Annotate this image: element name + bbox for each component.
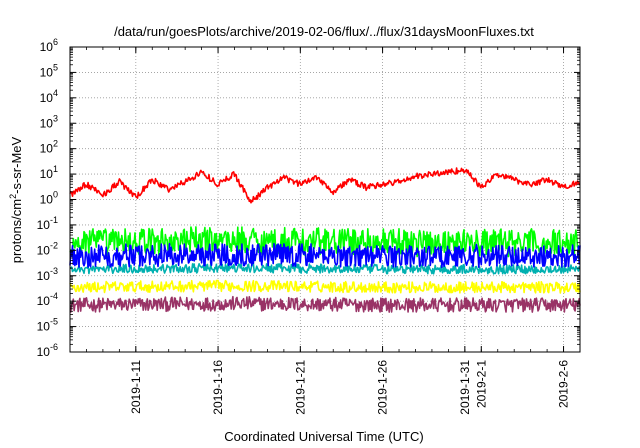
y-tick-label: 10-4	[37, 291, 58, 308]
x-axis: 2019-1-11 2019-1-16 2019-1-21 2019-1-26 2019…	[69, 47, 581, 415]
x-axis-label: Coordinated Universal Time (UTC)	[224, 429, 423, 444]
y-tick-label: 102	[40, 139, 58, 156]
y-tick-base: 10	[40, 40, 54, 54]
y-tick-exp: -2	[50, 240, 58, 250]
y-tick-label: 100	[40, 190, 58, 207]
y-tick-base: 10	[40, 167, 54, 181]
y-tick-exp: 3	[53, 113, 58, 123]
series-line	[69, 242, 581, 269]
series-layer	[69, 167, 581, 313]
x-tick-label: 2019-1-16	[211, 360, 225, 415]
y-axis-label-rest: -s-sr-MeV	[9, 136, 24, 193]
y-tick-base: 10	[40, 65, 54, 79]
y-tick-label: 10-5	[37, 317, 58, 334]
x-tick-label: 2019-1-26	[376, 360, 390, 415]
x-tick-label: 2019-1-21	[293, 360, 307, 415]
x-tick-label: 2019-1-11	[129, 360, 143, 414]
y-tick-base: 10	[40, 142, 54, 156]
y-tick-label: 104	[40, 88, 58, 105]
y-tick-label: 105	[40, 62, 58, 79]
y-tick-label: 10-6	[37, 342, 58, 359]
y-tick-label: 103	[40, 113, 58, 130]
y-tick-base: 10	[37, 345, 51, 359]
y-axis-label-sup: 2	[8, 194, 18, 199]
y-tick-label: 10-3	[37, 266, 58, 283]
y-tick-exp: -3	[50, 266, 58, 276]
y-tick-exp: 2	[53, 139, 58, 149]
series-line	[69, 262, 581, 275]
x-tick-label: 2019-1-31	[458, 360, 472, 415]
y-tick-exp: 4	[53, 88, 58, 98]
y-axis-label: protons/cm2-s-sr-MeV	[8, 136, 24, 263]
y-tick-base: 10	[37, 218, 51, 232]
series-line	[69, 279, 581, 294]
y-axis: 10-610-510-410-310-210-11001011021031041…	[37, 37, 580, 359]
y-tick-exp: -1	[50, 215, 58, 225]
y-tick-base: 10	[40, 116, 54, 130]
y-tick-exp: -4	[50, 291, 58, 301]
y-tick-exp: 1	[53, 164, 58, 174]
y-tick-base: 10	[40, 91, 54, 105]
y-tick-exp: 5	[53, 62, 58, 72]
y-tick-label: 101	[40, 164, 58, 181]
series-line	[69, 226, 581, 258]
x-tick-label: 2019-2-6	[557, 360, 571, 408]
y-tick-base: 10	[37, 269, 51, 283]
x-tick-label: 2019-2-1	[474, 360, 488, 408]
y-tick-base: 10	[37, 243, 51, 257]
y-tick-label: 10-2	[37, 240, 58, 257]
y-tick-exp: 0	[53, 190, 58, 200]
series-line	[69, 295, 581, 313]
y-tick-label: 106	[40, 37, 58, 54]
series-line	[69, 167, 581, 204]
y-tick-base: 10	[37, 294, 51, 308]
chart-title: /data/run/goesPlots/archive/2019-02-06/f…	[114, 24, 534, 39]
y-tick-label: 10-1	[37, 215, 58, 232]
y-tick-base: 10	[40, 193, 54, 207]
y-axis-label-base: protons/cm	[9, 199, 24, 263]
y-tick-exp: 6	[53, 37, 58, 47]
y-tick-exp: -6	[50, 342, 58, 352]
y-tick-exp: -5	[50, 317, 58, 327]
y-tick-base: 10	[37, 320, 51, 334]
